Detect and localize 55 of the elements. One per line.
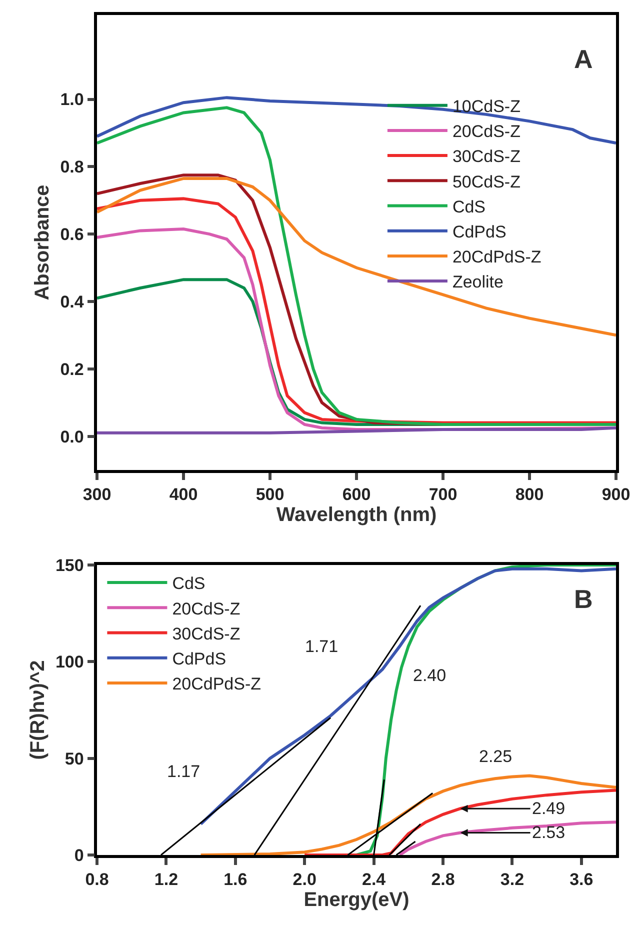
- legend-label: 20CdS-Z: [172, 599, 240, 618]
- y-tick-label: 0.4: [60, 292, 84, 312]
- y-tick-label: 150: [55, 556, 84, 575]
- x-tick-label: 1.2: [154, 870, 178, 890]
- legend-label: 20CdPdS-Z: [452, 248, 542, 267]
- legend-label: CdS: [172, 574, 206, 594]
- x-tick-label: 2.8: [431, 870, 455, 890]
- legend-label: CdPdS: [172, 649, 226, 668]
- legend-label: CdS: [452, 197, 486, 216]
- x-tick-label: 1.6: [224, 870, 248, 890]
- x-tick-label: 300: [82, 485, 112, 504]
- annotation: B: [574, 584, 593, 614]
- x-tick-label: 3.2: [500, 870, 524, 890]
- x-axis-title: Wavelength (nm): [276, 504, 437, 526]
- y-axis-title: (F(R)hν)^2: [26, 660, 49, 760]
- annotation: 1.17: [167, 762, 200, 781]
- annotation: 1.71: [305, 637, 338, 656]
- legend-label: 20CdPdS-Z: [172, 674, 262, 694]
- y-tick-label: 1.0: [60, 90, 84, 110]
- legend-label: Zeolite: [452, 272, 504, 292]
- x-tick-label: 2.4: [362, 870, 386, 890]
- y-tick-label: 0.0: [60, 427, 84, 446]
- annotation: 2.49: [532, 799, 566, 818]
- x-tick-label: 0.8: [85, 870, 109, 890]
- legend-label: 30CdS-Z: [172, 624, 240, 644]
- legend-label: 30CdS-Z: [452, 147, 520, 166]
- x-tick-label: 500: [256, 485, 284, 504]
- legend-label: 50CdS-Z: [452, 172, 520, 192]
- x-tick-label: 600: [342, 485, 371, 504]
- line-series: [97, 96, 616, 145]
- annotation: 2.25: [479, 747, 512, 766]
- x-tick-label: 3.6: [570, 870, 594, 890]
- annotation: 2.53: [532, 823, 566, 842]
- x-tick-label: 800: [515, 485, 544, 504]
- y-tick-label: 0.6: [60, 225, 84, 244]
- x-tick-label: 700: [428, 485, 458, 504]
- line-series: [398, 820, 616, 855]
- y-tick-label: 100: [55, 652, 84, 672]
- line-series: [97, 176, 616, 337]
- legend-label: 20CdS-Z: [452, 122, 520, 142]
- line-series: [199, 774, 616, 855]
- annotation: A: [574, 44, 593, 74]
- annotation: 2.40: [413, 666, 446, 685]
- y-tick-label: 0: [74, 846, 84, 865]
- line-series: [303, 788, 616, 855]
- x-axis-title: Energy(eV): [304, 889, 410, 912]
- y-tick-label: 0.8: [60, 158, 84, 177]
- legend-label: 10CdS-Z: [452, 96, 520, 116]
- y-axis-title: Absorbance: [32, 184, 54, 300]
- x-tick-label: 900: [602, 485, 630, 504]
- y-tick-label: 0.2: [60, 360, 84, 379]
- x-tick-label: 2.0: [292, 870, 316, 890]
- legend-label: CdPdS: [452, 222, 506, 242]
- x-tick-label: 400: [169, 485, 198, 504]
- y-tick-label: 50: [64, 749, 84, 768]
